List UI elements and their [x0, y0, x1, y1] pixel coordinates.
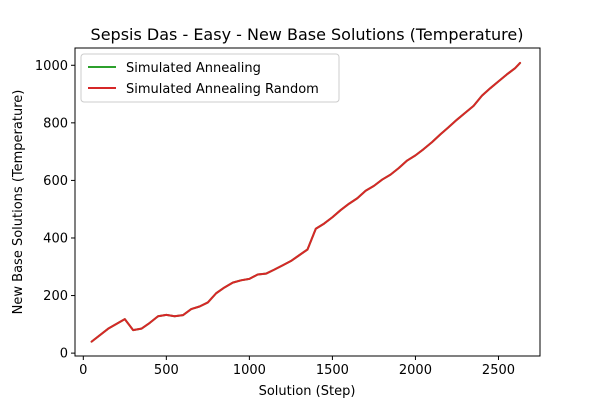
legend-label-simulated-annealing-random: Simulated Annealing Random	[126, 82, 319, 97]
y-tick-label: 1000	[35, 59, 68, 74]
x-axis-ticks: 0 500 1000 1500 2000 2500	[79, 356, 515, 378]
y-tick-label: 400	[43, 231, 68, 246]
series-layer	[90, 61, 522, 343]
y-tick-label: 0	[60, 347, 68, 362]
y-tick-label: 800	[43, 116, 68, 131]
series-line-simulated-annealing-random	[90, 61, 522, 343]
y-axis-label: New Base Solutions (Temperature)	[11, 90, 26, 315]
x-tick-label: 2000	[399, 363, 432, 378]
x-tick-label: 1500	[316, 363, 349, 378]
x-tick-label: 0	[79, 363, 87, 378]
y-tick-label: 600	[43, 174, 68, 189]
x-tick-label: 500	[154, 363, 179, 378]
legend-box	[80, 53, 340, 103]
y-tick-label: 200	[43, 289, 68, 304]
x-axis-label: Solution (Step)	[259, 384, 356, 399]
plot-frame	[74, 47, 541, 357]
legend: Simulated Annealing Simulated Annealing …	[80, 53, 340, 103]
chart-title: Sepsis Das - Easy - New Base Solutions (…	[91, 25, 524, 44]
x-tick-label: 1000	[233, 363, 266, 378]
legend-label-simulated-annealing: Simulated Annealing	[126, 61, 261, 76]
y-axis-ticks: 0 200 400 600 800 1000	[35, 59, 75, 362]
x-tick-label: 2500	[482, 363, 515, 378]
